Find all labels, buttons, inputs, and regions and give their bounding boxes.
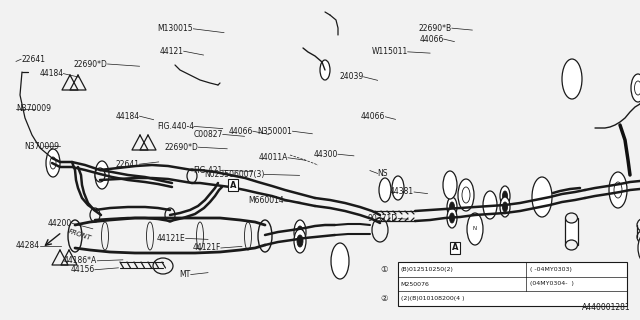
Ellipse shape [500,186,510,206]
Ellipse shape [483,191,497,219]
Ellipse shape [562,59,582,99]
Ellipse shape [147,222,154,250]
Ellipse shape [320,60,330,80]
Ellipse shape [331,243,349,279]
Text: W115011: W115011 [371,47,408,56]
Ellipse shape [566,213,577,223]
Ellipse shape [102,222,109,250]
Ellipse shape [443,171,457,199]
Text: ②: ② [380,294,388,303]
Ellipse shape [258,220,272,252]
Ellipse shape [99,169,105,181]
Text: 22690*D: 22690*D [164,143,198,152]
Ellipse shape [638,234,640,262]
Text: N350001: N350001 [258,127,292,136]
Ellipse shape [379,178,391,202]
Text: 22690*B: 22690*B [419,24,452,33]
Text: N: N [473,227,477,231]
Text: 22690*D: 22690*D [74,60,108,68]
Ellipse shape [634,81,640,95]
Ellipse shape [294,229,306,253]
Text: 90371D: 90371D [368,214,398,223]
Text: 44186*A: 44186*A [64,256,97,265]
Ellipse shape [165,208,175,222]
Text: M130015: M130015 [157,24,193,33]
Bar [398,262,627,306]
Text: ①: ① [380,265,388,274]
Ellipse shape [449,202,454,212]
Text: 22641: 22641 [116,160,140,169]
Ellipse shape [244,222,252,250]
Text: (B)012510250(2): (B)012510250(2) [401,267,454,272]
Ellipse shape [566,240,577,250]
Text: FIG.421: FIG.421 [193,166,223,175]
Text: 44011A: 44011A [259,153,288,162]
Ellipse shape [447,208,457,228]
Ellipse shape [95,161,109,189]
Ellipse shape [637,218,640,232]
Text: 24039: 24039 [339,72,364,81]
Text: 22641: 22641 [21,55,45,64]
Text: 44200: 44200 [48,219,72,228]
Text: 44300: 44300 [314,150,338,159]
Text: M660014: M660014 [248,196,284,205]
Text: N023506007(3): N023506007(3) [204,170,264,179]
Ellipse shape [631,74,640,102]
Ellipse shape [447,197,457,217]
Ellipse shape [372,218,388,242]
Ellipse shape [294,220,306,244]
Ellipse shape [458,179,474,211]
Text: 44121F: 44121F [193,244,221,252]
Text: ( -04MY0303): ( -04MY0303) [529,267,572,272]
Text: 44066: 44066 [419,35,444,44]
Text: C00827: C00827 [193,130,223,139]
Ellipse shape [68,220,82,252]
Ellipse shape [449,213,454,223]
Text: 44121E: 44121E [157,234,186,243]
Ellipse shape [153,258,173,274]
Ellipse shape [532,177,552,217]
Text: N370009: N370009 [24,142,60,151]
Text: NS: NS [378,169,388,178]
Text: 44184: 44184 [39,69,63,78]
Text: 44066: 44066 [228,127,253,136]
Text: (04MY0304-  ): (04MY0304- ) [529,282,573,286]
Text: (2)(B)010108200(4 ): (2)(B)010108200(4 ) [401,296,464,301]
Ellipse shape [502,202,508,212]
Ellipse shape [609,172,627,208]
Ellipse shape [462,187,470,203]
Text: 44381: 44381 [390,188,414,196]
Ellipse shape [196,222,204,250]
Bar [565,218,578,245]
Text: FRONT: FRONT [68,228,93,242]
Text: 44284: 44284 [15,241,40,250]
Ellipse shape [50,157,56,169]
Ellipse shape [467,213,483,245]
Ellipse shape [637,230,640,244]
Ellipse shape [392,176,404,200]
Text: A: A [452,244,458,252]
Text: 44184: 44184 [115,112,140,121]
Text: N370009: N370009 [16,104,51,113]
Ellipse shape [297,235,303,247]
Text: 44066: 44066 [361,112,385,121]
Ellipse shape [90,208,100,222]
Ellipse shape [95,168,105,182]
Ellipse shape [187,169,197,183]
Text: A440001281: A440001281 [582,303,630,312]
Ellipse shape [46,149,60,177]
Text: A: A [230,180,236,189]
Ellipse shape [500,197,510,217]
Ellipse shape [297,226,303,238]
Text: M250076: M250076 [401,282,429,286]
Ellipse shape [614,182,622,198]
Text: MT: MT [179,270,191,279]
Text: 44121: 44121 [159,47,184,56]
Text: 44156: 44156 [70,265,95,274]
Text: FIG.440-4: FIG.440-4 [157,122,194,131]
Ellipse shape [502,191,508,201]
